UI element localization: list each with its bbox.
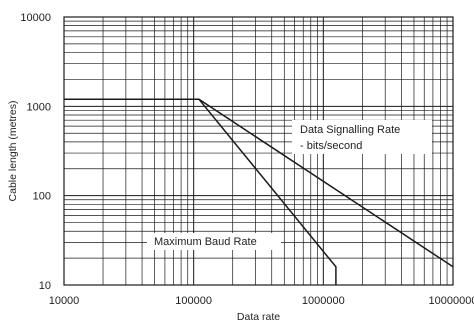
x-tick-label: 10000000	[429, 295, 474, 307]
y-tick-label: 100	[33, 191, 51, 203]
x-tick-label: 10000	[49, 295, 80, 307]
x-tick-label: 100000	[175, 295, 212, 307]
annotation-line: - bits/second	[300, 140, 362, 152]
x-tick-labels: 10000 100000 1000000 10000000	[49, 295, 474, 307]
series-line-2	[198, 98, 337, 285]
x-axis-label: Data rate	[237, 311, 280, 323]
y-tick-label: 1000	[27, 101, 51, 113]
y-tick-labels: 10 100 1000 10000	[20, 12, 51, 292]
y-axis-label: Cable length (metres)	[7, 101, 19, 202]
annotation-line: Maximum Baud Rate	[154, 236, 257, 248]
y-tick-label: 10000	[20, 12, 51, 24]
x-tick-label: 1000000	[302, 295, 345, 307]
annotation-line: Data Signalling Rate	[300, 124, 400, 136]
series-group	[64, 98, 454, 285]
y-tick-label: 10	[39, 280, 51, 292]
annotation-maximum-baud-rate: Maximum Baud Rate	[147, 233, 281, 250]
annotation-data-signalling-rate: Data Signalling Rate - bits/second	[292, 120, 432, 154]
plot-frame	[63, 16, 454, 286]
